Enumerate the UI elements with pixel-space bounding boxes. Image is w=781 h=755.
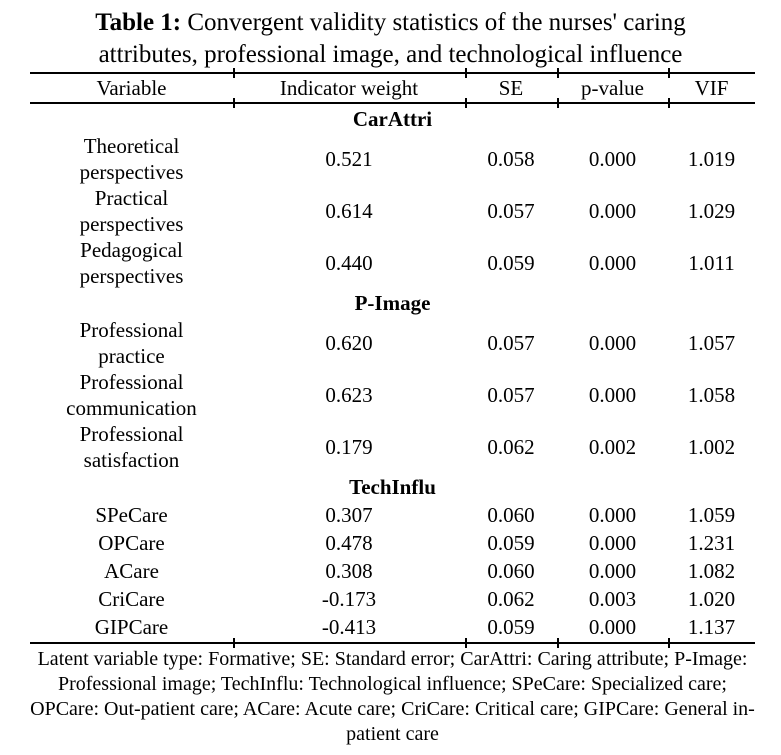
table-caption: Convergent validity statistics of the nu…: [98, 9, 686, 68]
cell-variable: Practical perspectives: [79, 186, 184, 236]
cell-vif: 1.002: [687, 435, 736, 459]
cell-se: 0.062: [487, 587, 535, 611]
cell-variable: CriCare: [98, 587, 165, 611]
table-row: Pedagogical perspectives 0.440 0.059 0.0…: [30, 237, 755, 289]
cell-p-value: 0.000: [588, 383, 637, 407]
column-header-indicator-weight: Indicator weight: [279, 76, 419, 100]
table-row: GIPCare -0.413 0.059 0.000 1.137: [30, 613, 755, 641]
table-row: OPCare 0.478 0.059 0.000 1.231: [30, 529, 755, 557]
cell-vif: 1.058: [687, 383, 736, 407]
cell-p-value: 0.000: [588, 331, 637, 355]
section-header: CarAttri: [352, 107, 433, 131]
cell-variable: Professional communication: [66, 370, 197, 420]
cell-vif: 1.029: [687, 199, 736, 223]
cell-indicator-weight: -0.413: [321, 615, 377, 639]
cell-indicator-weight: 0.440: [325, 251, 373, 275]
cell-se: 0.059: [487, 531, 535, 555]
section-header: P-Image: [354, 291, 431, 315]
cell-indicator-weight: 0.620: [325, 331, 373, 355]
section-header: TechInflu: [349, 475, 436, 499]
cell-indicator-weight: 0.179: [325, 435, 373, 459]
rule-bottom: [30, 638, 755, 648]
rule-header-bottom: [30, 98, 755, 108]
column-tick: [233, 638, 235, 648]
table-title: Table 1: Convergent validity statistics …: [0, 0, 781, 71]
cell-variable: OPCare: [98, 531, 165, 555]
column-tick: [465, 68, 467, 78]
column-tick: [465, 638, 467, 648]
cell-variable: Pedagogical perspectives: [79, 238, 184, 288]
cell-se: 0.057: [487, 383, 535, 407]
table-row: Professional practice 0.620 0.057 0.000 …: [30, 317, 755, 369]
cell-p-value: 0.003: [588, 587, 637, 611]
column-tick: [668, 68, 670, 78]
cell-se: 0.062: [487, 435, 535, 459]
cell-p-value: 0.000: [588, 251, 637, 275]
cell-vif: 1.231: [687, 531, 736, 555]
cell-variable: Theoretical perspectives: [79, 134, 184, 184]
statistics-table: Variable Indicator weight SE p-value VIF…: [30, 68, 755, 648]
cell-indicator-weight: 0.614: [325, 199, 373, 223]
table-row: Practical perspectives 0.614 0.057 0.000…: [30, 185, 755, 237]
column-tick: [233, 68, 235, 78]
rule-top: [30, 68, 755, 78]
cell-variable: GIPCare: [94, 615, 169, 639]
column-tick: [668, 98, 670, 108]
cell-se: 0.060: [487, 503, 535, 527]
cell-variable: Professional satisfaction: [79, 422, 184, 472]
cell-se: 0.060: [487, 559, 535, 583]
cell-se: 0.059: [487, 251, 535, 275]
table-body: CarAttri Theoretical perspectives 0.521 …: [30, 105, 755, 641]
cell-indicator-weight: 0.308: [325, 559, 373, 583]
cell-p-value: 0.000: [588, 559, 637, 583]
table-footnote: Latent variable type: Formative; SE: Sta…: [30, 648, 755, 745]
cell-vif: 1.082: [687, 559, 736, 583]
column-tick: [465, 98, 467, 108]
cell-se: 0.057: [487, 199, 535, 223]
column-tick: [557, 68, 559, 78]
column-header-se: SE: [498, 76, 524, 100]
table-row: CriCare -0.173 0.062 0.003 1.020: [30, 585, 755, 613]
cell-se: 0.059: [487, 615, 535, 639]
cell-variable: SPeCare: [95, 503, 168, 527]
cell-vif: 1.137: [687, 615, 736, 639]
column-header-vif: VIF: [694, 76, 729, 100]
cell-indicator-weight: 0.521: [325, 147, 373, 171]
cell-p-value: 0.000: [588, 503, 637, 527]
column-tick: [233, 98, 235, 108]
cell-se: 0.058: [487, 147, 535, 171]
cell-indicator-weight: 0.307: [325, 503, 373, 527]
cell-vif: 1.059: [687, 503, 736, 527]
cell-se: 0.057: [487, 331, 535, 355]
cell-indicator-weight: 0.623: [325, 383, 373, 407]
column-header-variable: Variable: [96, 76, 167, 100]
cell-indicator-weight: 0.478: [325, 531, 373, 555]
column-tick: [557, 638, 559, 648]
table-row: ACare 0.308 0.060 0.000 1.082: [30, 557, 755, 585]
table-row: Professional communication 0.623 0.057 0…: [30, 369, 755, 421]
cell-p-value: 0.000: [588, 531, 637, 555]
cell-vif: 1.020: [687, 587, 736, 611]
cell-vif: 1.057: [687, 331, 736, 355]
cell-p-value: 0.002: [588, 435, 637, 459]
cell-vif: 1.011: [688, 251, 735, 275]
cell-indicator-weight: -0.173: [321, 587, 377, 611]
cell-p-value: 0.000: [588, 615, 637, 639]
cell-p-value: 0.000: [588, 199, 637, 223]
cell-p-value: 0.000: [588, 147, 637, 171]
cell-variable: Professional practice: [79, 318, 184, 368]
cell-variable: ACare: [104, 559, 159, 583]
column-header-p-value: p-value: [581, 76, 644, 100]
column-tick: [668, 638, 670, 648]
table-number-label: Table 1:: [95, 9, 182, 36]
column-tick: [557, 98, 559, 108]
cell-vif: 1.019: [687, 147, 736, 171]
table-row: Theoretical perspectives 0.521 0.058 0.0…: [30, 133, 755, 185]
table-row: Professional satisfaction 0.179 0.062 0.…: [30, 421, 755, 473]
table-header-row: Variable Indicator weight SE p-value VIF: [30, 75, 755, 101]
table-row: SPeCare 0.307 0.060 0.000 1.059: [30, 501, 755, 529]
